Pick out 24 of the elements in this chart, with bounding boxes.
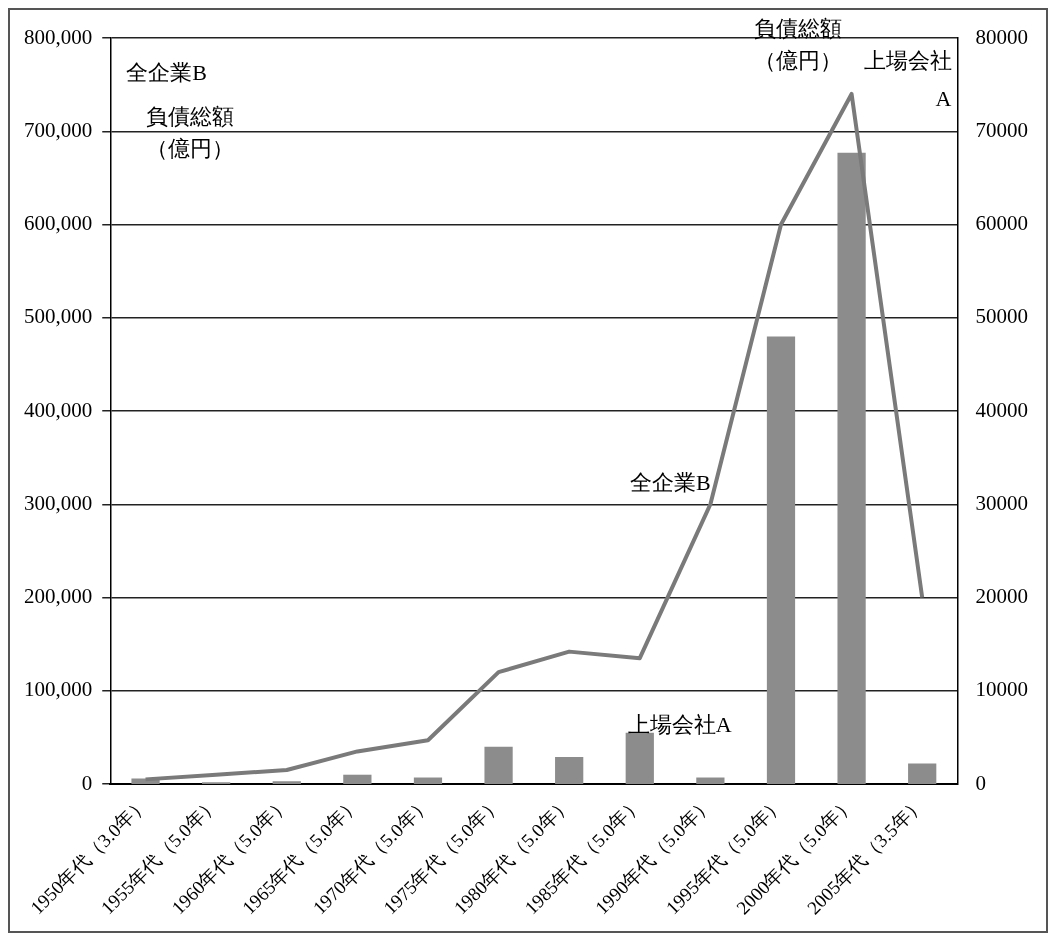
y-axis-title: 負債総額（億円） [146, 103, 235, 161]
y-tick-label: 100,000 [24, 677, 93, 702]
y2-tick-label: 0 [975, 770, 986, 795]
y-tick-label: 0 [81, 770, 93, 795]
y2-tick-label: 70000 [975, 117, 1028, 142]
y-tick-label: 300,000 [24, 490, 93, 515]
y-tick-label: 800,000 [24, 24, 93, 49]
series-label: 全企業B [630, 470, 711, 496]
y2-tick-label: 10000 [975, 677, 1028, 702]
y-tick-label: 600,000 [24, 211, 93, 236]
y-tick-label: 200,000 [24, 584, 93, 609]
y-tick-label: 700,000 [24, 117, 93, 142]
y-tick-label: 500,000 [24, 304, 93, 329]
y2-tick-label: 30000 [975, 490, 1028, 515]
series-label: 上場会社A [627, 711, 732, 737]
y2-tick-label: 80000 [975, 24, 1028, 49]
y-tick-label: 400,000 [24, 397, 93, 422]
y2-tick-label: 20000 [975, 584, 1028, 609]
y2-axis-title: 負債総額（億円） [753, 15, 842, 73]
y2-tick-label: 60000 [975, 211, 1028, 236]
annotation: 上場会社A [863, 47, 952, 111]
annotation: 全企業B [126, 59, 207, 85]
y2-tick-label: 50000 [975, 304, 1028, 329]
y2-tick-label: 40000 [975, 397, 1028, 422]
